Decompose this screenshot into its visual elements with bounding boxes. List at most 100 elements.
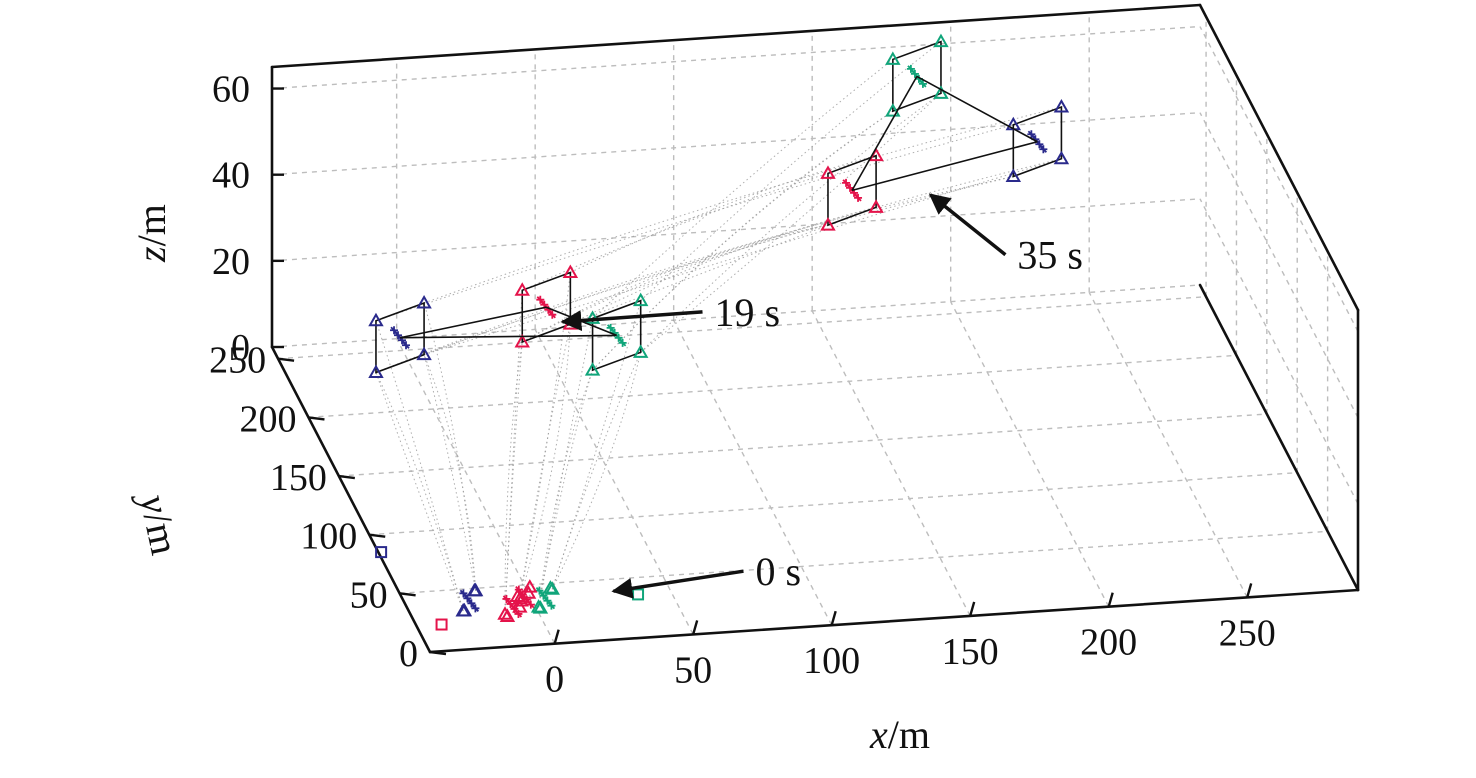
annotation-label: 19 s	[715, 290, 781, 335]
side-wall-grid-line	[1199, 198, 1359, 505]
vehicle-marker	[868, 199, 884, 213]
floor-grid-line	[1088, 292, 1248, 598]
annotation-arrow	[611, 569, 744, 599]
grid-layer	[271, 12, 1359, 653]
vehicle-marker	[497, 606, 513, 620]
floor-grid-line	[308, 354, 1237, 419]
vehicle-marker	[1053, 99, 1070, 113]
formation-layer	[368, 33, 1070, 631]
vehicle-marker	[820, 217, 836, 231]
x-tick-mark	[1246, 583, 1253, 598]
center-cluster-marker	[618, 338, 627, 347]
trajectory-trail	[592, 59, 894, 319]
trajectory-trail	[551, 352, 642, 590]
y-tick-mark	[399, 592, 416, 597]
floor-grid-line	[338, 413, 1267, 477]
y-tick-label: 100	[300, 516, 357, 558]
vehicle-marker	[512, 599, 528, 613]
floor-grid-line	[399, 530, 1328, 595]
y-tick-label: 0	[399, 633, 418, 675]
vehicle-marker	[499, 608, 516, 622]
trajectory-trail	[551, 300, 642, 590]
trajectory-layer	[375, 41, 1062, 615]
vehicle-marker	[632, 344, 649, 358]
vehicle-marker	[933, 33, 949, 48]
side-wall-grid-line	[1199, 112, 1359, 419]
vehicle-marker	[820, 165, 836, 179]
center-cluster-marker	[471, 604, 480, 613]
vehicle-marker	[368, 364, 384, 378]
start-marker-square	[632, 588, 645, 601]
floor-grid-line	[534, 329, 694, 635]
floor-grid-line	[396, 338, 556, 644]
vehicle-marker	[885, 51, 901, 65]
annotation-label: 35 s	[1017, 233, 1083, 278]
formation-link	[400, 334, 617, 339]
trajectory-trail	[538, 369, 594, 608]
z-tick-label: 20	[212, 241, 250, 283]
y-tick-mark	[338, 474, 355, 480]
trajectory-trail	[519, 324, 571, 599]
center-cluster-marker	[1039, 145, 1048, 154]
formation-link	[916, 75, 1038, 143]
z-tick-label: 0	[231, 327, 250, 369]
formation-link	[851, 140, 1038, 192]
x-tick-mark	[969, 601, 976, 617]
center-cluster-marker	[402, 341, 411, 350]
vehicle-marker	[1005, 168, 1022, 182]
trajectory-trail	[375, 124, 1014, 322]
box-edge	[1198, 283, 1360, 592]
trajectory-trail	[375, 176, 1014, 373]
formation-square	[827, 154, 877, 227]
x-tick-label: 100	[803, 640, 860, 682]
trajectory-trail	[375, 320, 464, 612]
side-wall-grid-line	[1199, 26, 1359, 332]
vehicle-marker	[514, 333, 530, 348]
y-tick-mark	[277, 357, 295, 362]
formation-square	[521, 271, 572, 344]
trajectory-trail	[538, 369, 594, 608]
trajectory-trail	[640, 92, 942, 353]
box-edge	[270, 345, 432, 654]
trajectory-trail	[423, 354, 477, 591]
start-marker-square	[375, 546, 388, 559]
trajectory-trail	[538, 318, 594, 608]
trajectory-trail	[375, 372, 464, 612]
trajectory-trail	[375, 372, 464, 612]
x-tick-label: 250	[1219, 612, 1276, 654]
y-tick-label: 200	[239, 398, 296, 440]
x-tick-mark	[830, 610, 837, 626]
vehicle-marker	[514, 282, 530, 296]
z-axis-label: z/m	[129, 204, 174, 263]
box-edges	[270, 3, 1360, 654]
annotation-arrow	[560, 310, 703, 332]
vehicle-marker	[368, 312, 384, 327]
vehicle-marker	[416, 346, 432, 361]
vehicle-marker	[584, 362, 601, 376]
y-tick-mark	[308, 416, 325, 421]
x-tick-label: 200	[1080, 622, 1137, 664]
y-tick-label: 250	[209, 340, 266, 382]
trajectory-trail	[423, 158, 1062, 356]
vehicle-marker	[584, 310, 601, 324]
z-tick-label: 60	[212, 69, 250, 111]
box-edge	[428, 588, 1360, 654]
y-tick-label: 50	[350, 574, 388, 616]
vehicle-marker	[532, 600, 549, 614]
trajectory-trail	[375, 176, 1014, 373]
x-tick-label: 150	[942, 631, 999, 673]
trajectory-trail	[504, 341, 523, 615]
annotation-arrow	[928, 193, 1007, 257]
x-tick-label: 50	[674, 649, 712, 691]
vehicle-marker	[522, 579, 538, 593]
z-tick-label: 40	[212, 155, 250, 197]
formation-link	[399, 306, 547, 339]
box-edge	[1198, 3, 1360, 312]
annotation-label: 0 s	[755, 549, 801, 594]
trajectory-trail	[423, 106, 1062, 304]
y-tick-label: 150	[270, 457, 327, 499]
center-cluster-marker	[547, 601, 556, 610]
center-cluster-marker	[526, 600, 535, 609]
